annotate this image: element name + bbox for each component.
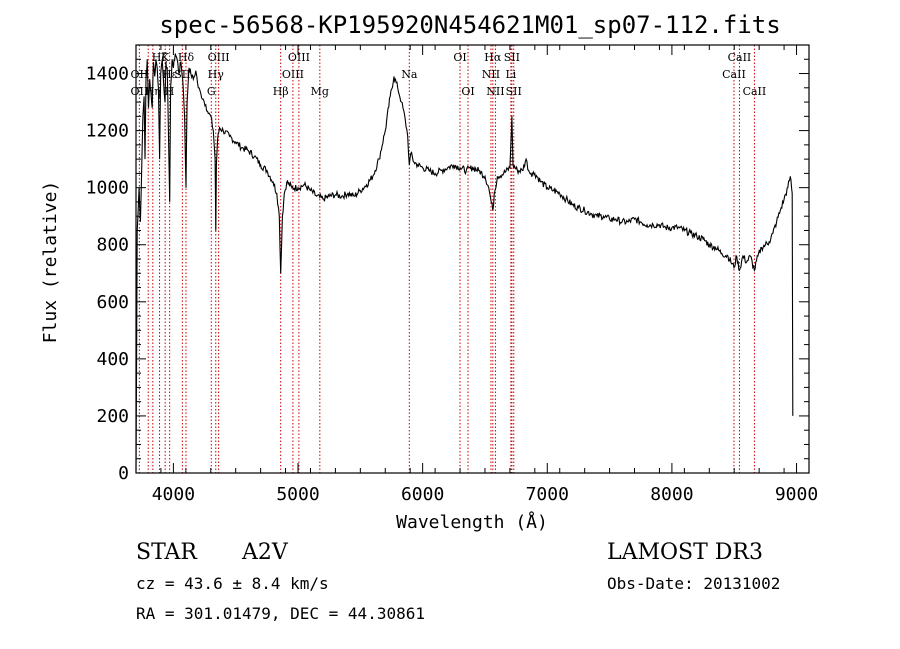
- x-axis-ticks: 4000 5000 6000 7000 8000 9000: [135, 45, 818, 505]
- y-tick-label: 1400: [86, 64, 129, 85]
- line-label: Hη: [145, 85, 161, 98]
- x-axis-label: Wavelength (Å): [396, 511, 548, 533]
- line-label: Hζ: [152, 51, 168, 64]
- x-tick-label: 9000: [775, 484, 818, 505]
- line-label: SII: [174, 68, 190, 81]
- chart-title: spec-56568-KP195920N454621M01_sp07-112.f…: [159, 11, 780, 39]
- line-label: Mg: [311, 85, 329, 98]
- line-label: OII: [131, 85, 149, 98]
- line-label: Na: [401, 68, 418, 81]
- line-label: NII: [482, 68, 500, 81]
- survey-name: LAMOST DR3: [607, 540, 763, 565]
- line-label: SII: [506, 85, 522, 98]
- y-axis-label: Flux (relative): [40, 181, 61, 344]
- coordinates: RA = 301.01479, DEC = 44.30861: [136, 604, 425, 623]
- y-tick-label: 400: [96, 349, 129, 370]
- line-label: K: [161, 51, 170, 64]
- line-label: Hε: [162, 68, 178, 81]
- line-label: CaII: [743, 85, 767, 98]
- y-tick-label: 600: [96, 292, 129, 313]
- y-tick-label: 1000: [86, 178, 129, 199]
- redshift-readout: cz = 43.6 ± 8.4 km/s: [136, 574, 329, 593]
- object-subclass: A2V: [242, 540, 288, 565]
- line-label: Hβ: [273, 85, 289, 98]
- y-tick-label: 0: [118, 463, 129, 484]
- spectrum-trace-group: [135, 53, 794, 471]
- line-label: SII: [504, 51, 520, 64]
- x-tick-label: 6000: [401, 484, 444, 505]
- y-tick-label: 1200: [86, 121, 129, 142]
- y-tick-label: 200: [96, 406, 129, 427]
- line-label: OIII: [282, 68, 304, 81]
- line-label: G: [207, 85, 216, 98]
- line-label: OI: [453, 51, 466, 64]
- spectrum-trace: [135, 53, 794, 471]
- line-label: OIII: [288, 51, 310, 64]
- line-label: OI: [461, 85, 474, 98]
- x-tick-label: 4000: [152, 484, 195, 505]
- x-tick-label: 8000: [650, 484, 693, 505]
- line-label: Hα: [484, 51, 502, 64]
- line-label: H: [165, 85, 175, 98]
- line-label: CaII: [728, 51, 752, 64]
- line-label: NII: [486, 85, 504, 98]
- line-label: OII: [131, 68, 149, 81]
- line-label: Li: [505, 68, 516, 81]
- line-label: OIII: [208, 51, 230, 64]
- y-axis-ticks: 0 200 400 600 800 1000 1200 1400: [86, 44, 809, 484]
- plot-frame: [135, 44, 810, 474]
- line-label: Hγ: [208, 68, 225, 81]
- x-tick-label: 5000: [276, 484, 319, 505]
- line-markers: [138, 45, 755, 473]
- object-type: STAR: [136, 540, 197, 565]
- line-label: CaII: [722, 68, 746, 81]
- y-tick-label: 800: [96, 235, 129, 256]
- obs-date: Obs-Date: 20131002: [607, 574, 781, 593]
- x-tick-label: 7000: [526, 484, 569, 505]
- line-label: Hδ: [178, 51, 195, 64]
